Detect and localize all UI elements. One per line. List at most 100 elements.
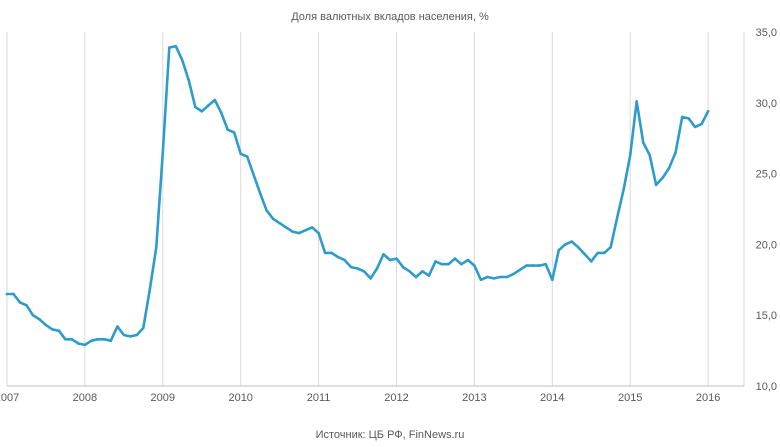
data-point: [336, 255, 340, 259]
chart-title: Доля валютных вкладов населения, %: [291, 11, 489, 23]
x-axis-ticks: 2007 2008 2009 2010 2011 2012 2013 2014 2015 2016: [0, 392, 720, 404]
data-point: [680, 115, 684, 119]
data-point: [388, 258, 392, 262]
data-point: [25, 304, 28, 307]
series-line: [5, 44, 710, 347]
x-tick-label: 2012: [384, 392, 408, 404]
data-point: [51, 328, 54, 331]
data-point: [551, 278, 554, 282]
data-point: [323, 251, 327, 255]
data-point: [505, 275, 509, 279]
data-point: [434, 260, 437, 263]
data-point: [116, 325, 119, 328]
data-point: [258, 192, 262, 195]
data-point: [291, 230, 295, 233]
data-point: [531, 264, 535, 267]
x-tick-label: 2009: [151, 392, 175, 404]
data-point: [654, 183, 658, 187]
data-point: [369, 277, 372, 280]
data-point: [297, 231, 301, 235]
data-point: [518, 268, 522, 272]
y-tick-label: 20,0: [756, 239, 777, 251]
gridlines: [6, 32, 745, 386]
data-point: [667, 166, 671, 170]
source-note: Источник: ЦБ РФ, FinNews.ru: [316, 429, 465, 441]
data-point: [278, 221, 282, 225]
data-point: [661, 176, 664, 180]
data-point: [103, 338, 106, 341]
data-point: [375, 267, 379, 270]
data-point: [440, 262, 444, 266]
data-point: [343, 258, 346, 262]
data-point: [174, 44, 178, 48]
data-point: [421, 270, 424, 273]
data-point: [615, 216, 619, 219]
data-point: [382, 253, 385, 256]
data-point: [219, 111, 223, 114]
data-point: [499, 275, 502, 279]
data-point: [64, 338, 67, 341]
data-point: [310, 226, 314, 229]
x-tick-label: 2015: [618, 392, 642, 404]
data-point: [148, 288, 152, 292]
data-point: [135, 333, 139, 337]
data-point: [596, 251, 599, 255]
x-tick-label: 2010: [228, 392, 252, 404]
data-point: [706, 110, 710, 113]
data-point: [427, 274, 431, 277]
data-point: [122, 333, 126, 337]
data-point: [161, 151, 165, 154]
data-point: [226, 128, 229, 131]
data-point: [12, 292, 15, 296]
data-point: [349, 265, 353, 269]
data-point: [90, 339, 93, 343]
data-point: [181, 59, 184, 62]
x-tick-label: 2016: [696, 392, 720, 404]
data-point: [77, 342, 80, 345]
data-point: [401, 265, 405, 269]
data-point: [356, 267, 359, 270]
data-point: [576, 245, 580, 249]
y-tick-label: 30,0: [756, 98, 777, 110]
data-point: [109, 339, 113, 343]
data-point: [583, 253, 587, 256]
data-point: [330, 251, 333, 255]
data-point: [271, 217, 275, 221]
data-point: [265, 209, 268, 212]
data-point: [18, 301, 22, 304]
y-tick-label: 25,0: [756, 169, 777, 181]
data-point: [57, 329, 61, 333]
data-point: [168, 46, 171, 49]
data-points: [5, 44, 710, 347]
data-point: [635, 100, 638, 103]
data-point: [648, 153, 651, 157]
data-point: [213, 98, 217, 102]
data-point: [538, 264, 541, 267]
data-point: [525, 264, 528, 267]
data-point: [557, 248, 561, 252]
data-point: [564, 243, 567, 246]
data-point: [700, 122, 703, 126]
data-point: [129, 335, 132, 338]
data-point: [38, 318, 41, 321]
data-point: [200, 110, 204, 113]
data-point: [31, 313, 35, 317]
data-point: [245, 155, 249, 158]
data-point: [142, 326, 145, 330]
data-point: [70, 338, 74, 341]
data-point: [512, 272, 515, 276]
data-point: [544, 262, 548, 266]
data-point: [687, 117, 690, 120]
data-point: [453, 257, 457, 260]
data-point: [492, 277, 496, 280]
data-point: [284, 226, 288, 229]
data-point: [473, 264, 476, 267]
data-point: [628, 153, 632, 157]
x-tick-label: 2011: [307, 392, 331, 404]
data-point: [466, 258, 470, 262]
data-point: [232, 131, 236, 134]
data-point: [304, 228, 307, 232]
data-point: [44, 323, 48, 327]
data-point: [570, 240, 574, 243]
data-point: [252, 173, 255, 177]
